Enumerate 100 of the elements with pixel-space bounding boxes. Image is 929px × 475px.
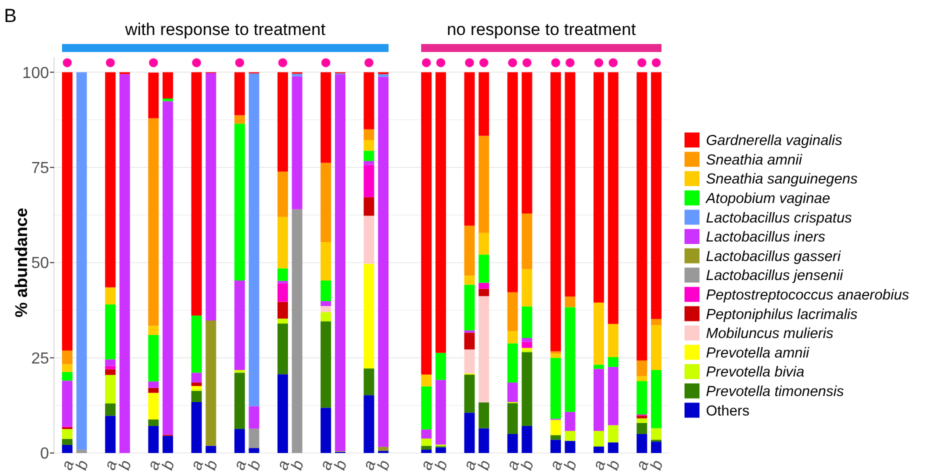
legend-label: Prevotella amnii (706, 345, 810, 362)
bar (292, 76, 302, 210)
bar (636, 72, 648, 360)
x-tick-label: b (202, 458, 222, 472)
bar (550, 440, 561, 453)
bar (594, 368, 604, 431)
bar (191, 402, 202, 453)
legend-label: Lactobacillus iners (706, 230, 826, 246)
bar (162, 101, 174, 435)
bar (320, 408, 332, 453)
bar (364, 150, 374, 161)
bar (478, 296, 490, 402)
bar (364, 72, 374, 130)
bar (119, 74, 130, 453)
bar (292, 209, 302, 453)
y-tick-label: 75 (31, 160, 50, 178)
bar (277, 216, 288, 268)
bar (364, 395, 374, 453)
bar (148, 426, 159, 453)
x-tick-label: b (475, 458, 494, 472)
bar (594, 430, 604, 447)
bar (550, 358, 561, 419)
bar (76, 450, 87, 453)
bar (522, 269, 532, 306)
bar (636, 416, 648, 418)
bar (564, 296, 576, 308)
bar (464, 276, 475, 285)
bar (320, 301, 332, 306)
bar (364, 160, 374, 165)
x-tick-label: b (374, 458, 394, 472)
bar (191, 372, 202, 383)
legend-label: Others (706, 403, 750, 420)
y-tick-label: 25 (31, 350, 50, 368)
bar (320, 312, 332, 322)
bar (507, 403, 518, 434)
bar (550, 354, 561, 358)
x-tick-label: b (518, 458, 538, 472)
bar (594, 72, 604, 303)
bar (478, 428, 490, 453)
bar (234, 280, 245, 370)
bar (564, 307, 576, 412)
y-tick-label: 50 (31, 255, 50, 272)
bar (191, 382, 202, 386)
bar (522, 338, 532, 342)
legend-label: Peptoniphilus lacrimalis (706, 306, 858, 323)
bar (636, 376, 648, 382)
bar (105, 287, 116, 304)
bar (522, 426, 532, 453)
bar (478, 254, 490, 283)
bar (105, 359, 116, 366)
bar (651, 325, 662, 370)
bar (62, 438, 72, 446)
bar (191, 386, 202, 390)
bar (234, 72, 245, 116)
bar (364, 264, 374, 368)
bar (206, 72, 216, 320)
bar (277, 318, 288, 324)
bar (62, 429, 72, 439)
bar (522, 342, 532, 348)
bar (564, 72, 576, 297)
bar (234, 115, 245, 124)
bar (105, 72, 116, 288)
bar (148, 388, 159, 393)
bar (478, 72, 490, 136)
bar (421, 429, 432, 439)
bar (464, 374, 475, 413)
bar (364, 216, 374, 264)
bar (550, 72, 561, 352)
bar (436, 72, 446, 353)
bar (320, 162, 332, 242)
bar (636, 418, 648, 423)
bar (608, 357, 618, 367)
bar (162, 436, 174, 453)
bar (436, 447, 446, 453)
bar (364, 197, 374, 216)
bar (421, 438, 432, 446)
bar (277, 324, 288, 374)
bar (522, 306, 532, 338)
bar (277, 302, 288, 319)
bar (234, 372, 245, 430)
bar (234, 370, 245, 373)
bar (277, 283, 288, 302)
bar (478, 282, 490, 289)
bar (206, 446, 216, 453)
bar (507, 72, 518, 292)
bar (292, 74, 302, 76)
bar (148, 326, 159, 335)
x-tick-label: b (246, 458, 265, 472)
bar (608, 366, 618, 426)
bar (507, 331, 518, 344)
bar (651, 428, 662, 440)
x-tick-label: b (159, 458, 178, 472)
bar (522, 352, 532, 426)
bar (564, 412, 576, 431)
bar (277, 374, 288, 453)
legend-label: Prevotella bivia (706, 364, 804, 381)
legend-label: Lactobacillus jensenii (706, 268, 844, 284)
bar (364, 140, 374, 151)
bar (564, 430, 576, 441)
bar (421, 450, 432, 453)
